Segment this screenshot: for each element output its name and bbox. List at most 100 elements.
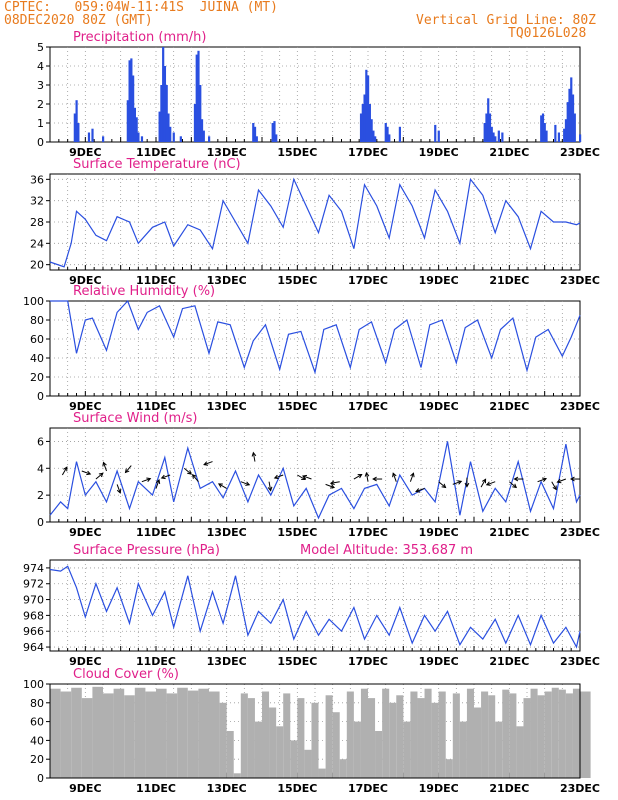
cloud-bar [452,693,460,778]
wind-arrow-head [267,486,273,492]
wind-arrow-head [302,474,308,480]
cloud-bar [318,768,326,778]
wind-arrow-head [273,474,279,480]
precip-ytick-label: 0 [37,136,44,149]
cloud-title: Cloud Cover (%) [73,667,179,682]
wind-arrow-head [251,451,257,457]
cloud-bar [488,695,496,778]
cloud-bar [124,695,135,778]
cloud-bar [389,702,397,778]
rh-date-label: 21DEC [489,400,529,413]
temp-date-label: 23DEC [560,274,600,287]
cloud-bar [360,688,368,778]
cloud-bar [297,698,305,778]
precip-bar [202,130,205,142]
cloud-bar [198,688,209,778]
cloud-bar [502,689,510,778]
wind-arrow-head [513,476,519,482]
precip-bar [137,132,140,142]
rh-line [50,299,581,375]
rh-date-label: 23DEC [560,400,600,413]
precip-bar [271,123,274,142]
wind-arrow-head [457,480,463,485]
precip-bar [130,58,133,142]
precip-bar [359,113,363,142]
precip-bar [169,126,172,142]
wind-arrow-head [116,488,122,494]
wind-arrow [330,481,340,484]
cloud-bar [509,693,517,778]
cloud-date-label: 19DEC [419,782,459,795]
wind-arrow-head [372,476,377,482]
cloud-bar [233,773,241,778]
cloud-bar [103,693,114,778]
cloud-bar [60,691,72,778]
precip-ytick-label: 3 [37,79,44,92]
header-datetime: 08DEC2020 80Z (GMT) [4,13,153,28]
precip-bar [199,85,202,142]
wind-arrow [240,481,250,486]
wind-arrow [61,466,68,476]
precip-bar [437,130,440,142]
precip-bar [208,136,211,142]
wind-arrow [557,478,567,483]
precip-date-label: 11DEC [136,146,176,159]
precip-bar [566,102,569,142]
cloud-date-label: 23DEC [560,782,600,795]
wind-arrow [480,479,486,488]
precip-date-label: 9DEC [69,146,101,159]
precip-bar [361,104,364,142]
precip-bar [75,100,78,142]
header-model-code: TQ0126L028 [508,26,587,41]
cloud-bar [50,688,61,778]
wind-arrow [116,484,121,494]
precip-bar [501,132,504,142]
wind-arrow [297,474,306,480]
cloud-bar [445,759,453,778]
wind-arrow [155,479,160,489]
precip-date-label: 21DEC [489,146,529,159]
precip-bar [197,50,200,142]
pres-panel: 964 966 968 970 972 974 9DEC 11DEC 13DEC 15DEC 17D… [23,543,600,668]
wind-arrow [551,481,557,490]
cloud-bar [177,687,188,778]
header-location: CPTEC: 059:04W-11:41S JUINA (MT) [4,0,278,15]
rh-ytick-label: 40 [30,352,44,365]
cloud-bar [276,726,284,778]
precip-date-label: 17DEC [348,146,388,159]
wind-ytick-label: 2 [37,489,44,502]
cloud-bar [156,688,167,778]
precip-bar [140,136,144,142]
precip-bar [91,128,94,142]
precip-bar [579,134,582,142]
precip-bar [570,77,573,142]
cloud-frame-top [49,683,581,779]
precip-bar [179,136,182,142]
wind-frame [49,427,581,523]
wind-arrow-head [245,481,251,486]
precip-bar [485,113,488,142]
temp-date-label: 17DEC [348,274,388,287]
cloud-bar [247,698,255,778]
wind-arrow [302,475,312,480]
cloud-bar [219,702,227,778]
precip-bar [541,113,545,142]
precip-bar [490,126,493,142]
temp-ytick-label: 24 [30,237,44,250]
pres-date-label: 17DEC [348,655,388,668]
precip-bar [132,75,135,142]
cloud-bar [516,726,524,778]
rh-ytick-label: 80 [30,314,44,327]
wind-date-label: 19DEC [419,526,459,539]
wind-date-label: 11DEC [136,526,176,539]
wind-arrow-head [63,466,68,472]
wind-arrow-head [512,483,518,489]
precip-ytick-label: 1 [37,117,44,130]
cloud-bar [304,749,312,778]
wind-arrow-head [160,474,166,480]
rh-ytick-label: 60 [30,333,44,346]
wind-arrow [203,461,213,466]
cloud-bar [544,691,552,778]
wind-arrow [365,472,369,482]
wind-arrow [537,478,547,483]
